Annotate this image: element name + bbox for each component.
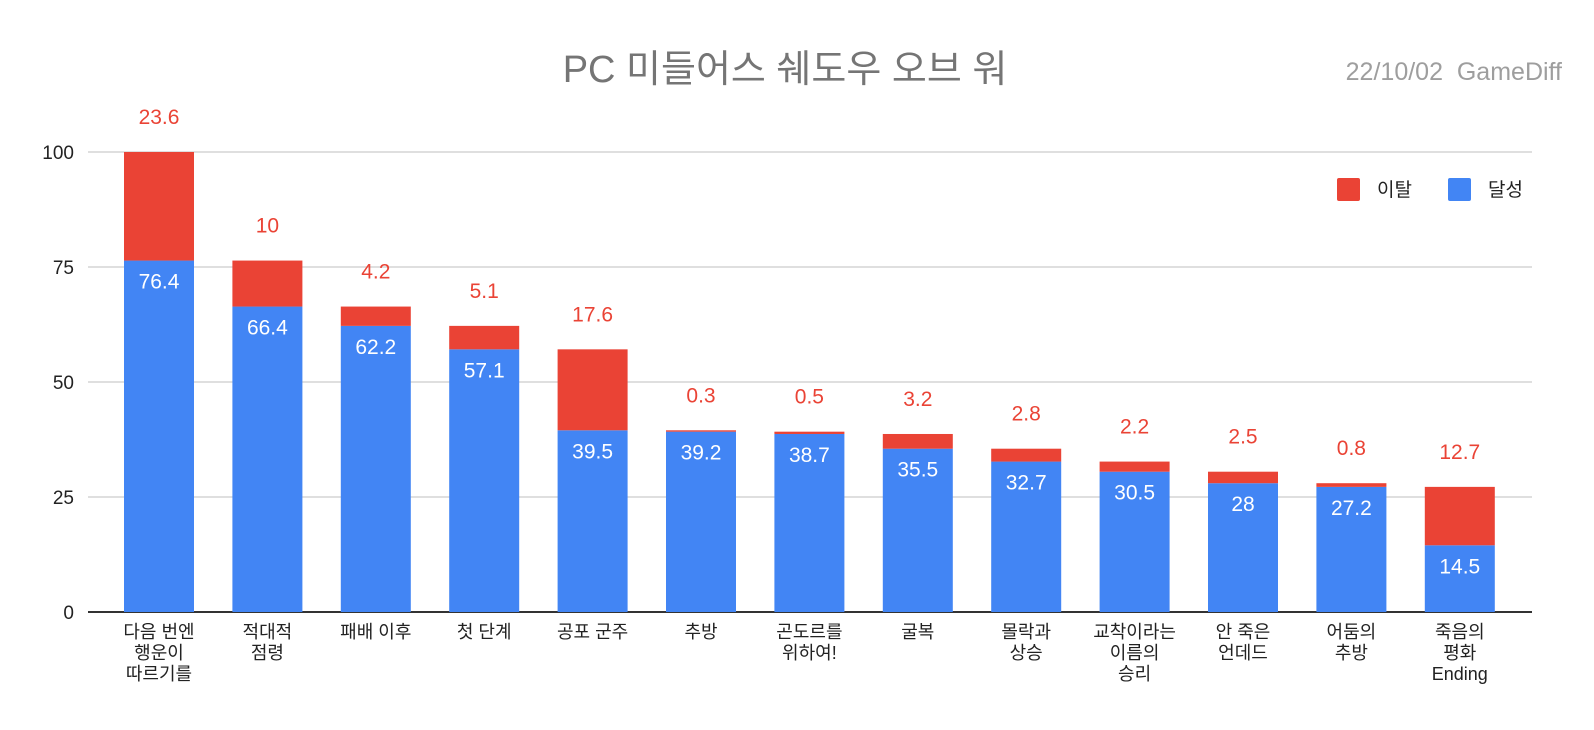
x-category-label: 위하여! <box>782 643 837 663</box>
y-tick-label: 50 <box>53 373 74 394</box>
x-category-label: 언데드 <box>1218 643 1268 663</box>
legend-swatch <box>1337 178 1360 201</box>
bar-segment-achieved <box>1099 471 1170 612</box>
data-label-achieved: 57.1 <box>464 359 505 382</box>
legend-label: 달성 <box>1488 179 1523 201</box>
bar-segment-dropped <box>1316 483 1387 487</box>
data-label-dropped: 23.6 <box>139 106 180 129</box>
data-label-dropped: 2.8 <box>1012 403 1041 426</box>
bar-segment-dropped <box>882 433 953 449</box>
y-tick-label: 75 <box>53 258 74 279</box>
bar-segment-achieved <box>666 431 736 612</box>
x-category-label: 곤도르를 <box>776 622 842 642</box>
data-label-dropped: 0.3 <box>686 384 715 407</box>
bar-segment-dropped <box>557 349 628 431</box>
x-category-label: 적대적 <box>243 622 293 642</box>
y-tick-label: 100 <box>42 143 74 164</box>
data-label-achieved: 76.4 <box>139 271 180 294</box>
data-label-dropped: 5.1 <box>470 280 499 303</box>
data-label-dropped: 10 <box>256 215 279 238</box>
bar-segment-dropped <box>124 152 194 261</box>
x-category-label: 어둠의 <box>1327 622 1377 642</box>
data-label-achieved: 27.2 <box>1331 497 1372 520</box>
x-category-label: 공포 군주 <box>557 622 628 642</box>
x-category-label: 평화 <box>1443 643 1476 663</box>
data-label-dropped: 2.5 <box>1228 426 1257 449</box>
data-label-achieved: 39.2 <box>681 442 722 465</box>
data-label-achieved: 62.2 <box>355 336 396 359</box>
data-label-dropped: 2.2 <box>1120 416 1149 439</box>
bar-segment-dropped <box>666 430 736 432</box>
legend: 이탈 달성 <box>1337 178 1523 201</box>
x-category-label: 패배 이후 <box>340 622 411 642</box>
y-tick-label: 25 <box>53 488 74 509</box>
data-label-dropped: 4.2 <box>361 261 390 284</box>
data-label-achieved: 14.5 <box>1439 555 1480 578</box>
x-category-label: 점령 <box>251 643 284 663</box>
bar-segment-achieved <box>1208 483 1278 612</box>
bar-segment-achieved <box>1316 486 1387 612</box>
x-category-label: 따르기를 <box>126 664 192 684</box>
bars: 76.4 23.6 66.4 10 62.2 4.2 57.1 5.1 39.5 17.6 39.2… <box>124 106 1495 612</box>
bar-segment-achieved <box>1424 545 1495 612</box>
data-label-dropped: 3.2 <box>903 388 932 411</box>
y-tick-label: 0 <box>63 603 74 624</box>
x-category-label: 다음 번엔 <box>123 622 194 642</box>
bar-segment-dropped <box>991 448 1062 462</box>
bar-segment-dropped <box>1099 461 1170 472</box>
x-category-label: 안 죽은 <box>1216 622 1271 642</box>
x-category-label: 굴복 <box>901 622 934 642</box>
data-label-achieved: 30.5 <box>1114 482 1155 505</box>
x-category-label: 죽음의 <box>1435 622 1485 642</box>
x-category-label: 추방 <box>1335 643 1368 663</box>
data-label-achieved: 32.7 <box>1006 472 1047 495</box>
data-label-achieved: 39.5 <box>572 440 613 463</box>
data-label-achieved: 66.4 <box>247 317 288 340</box>
chart-title: PC 미들어스 쉐도우 오브 워 <box>562 49 1008 91</box>
legend-label: 이탈 <box>1377 179 1412 201</box>
x-category-label: 교착이라는 <box>1093 622 1176 642</box>
legend-swatch <box>1448 178 1471 201</box>
x-category-label: 이름의 <box>1110 643 1160 663</box>
x-category-label: 추방 <box>684 622 717 642</box>
bar-segment-dropped <box>774 431 845 434</box>
bar-segment-dropped <box>1424 486 1495 546</box>
chart-credit: 22/10/02 GameDiff <box>1345 58 1562 86</box>
bar-segment-achieved <box>449 349 520 612</box>
data-label-dropped: 17.6 <box>572 303 613 326</box>
bar-segment-dropped <box>1208 471 1278 484</box>
x-category-label: 몰락과 <box>1001 622 1051 642</box>
data-label-dropped: 0.5 <box>795 386 824 409</box>
x-category-label: Ending <box>1432 664 1488 684</box>
y-axis: 0 25 50 75 100 <box>42 143 74 624</box>
bar-segment-achieved <box>232 306 303 612</box>
bar-segment-achieved <box>340 325 411 612</box>
data-label-achieved: 28 <box>1231 493 1254 516</box>
bar-segment-dropped <box>232 260 303 307</box>
x-category-label: 상승 <box>1010 643 1043 663</box>
bar-segment-achieved <box>557 430 628 612</box>
bar-segment-dropped <box>449 325 520 350</box>
bar-segment-achieved <box>124 260 194 612</box>
gridlines <box>88 151 1532 613</box>
data-label-dropped: 12.7 <box>1439 441 1480 464</box>
data-label-achieved: 35.5 <box>897 459 938 482</box>
bar-segment-dropped <box>340 306 411 326</box>
bar-segment-achieved <box>991 461 1062 612</box>
bar-segment-achieved <box>882 448 953 612</box>
x-category-label: 승리 <box>1118 664 1151 684</box>
bar-segment-achieved <box>774 433 845 612</box>
data-label-achieved: 38.7 <box>789 444 830 467</box>
x-category-label: 첫 단계 <box>457 622 512 642</box>
data-label-dropped: 0.8 <box>1337 437 1366 460</box>
x-category-label: 행운이 <box>134 643 184 663</box>
